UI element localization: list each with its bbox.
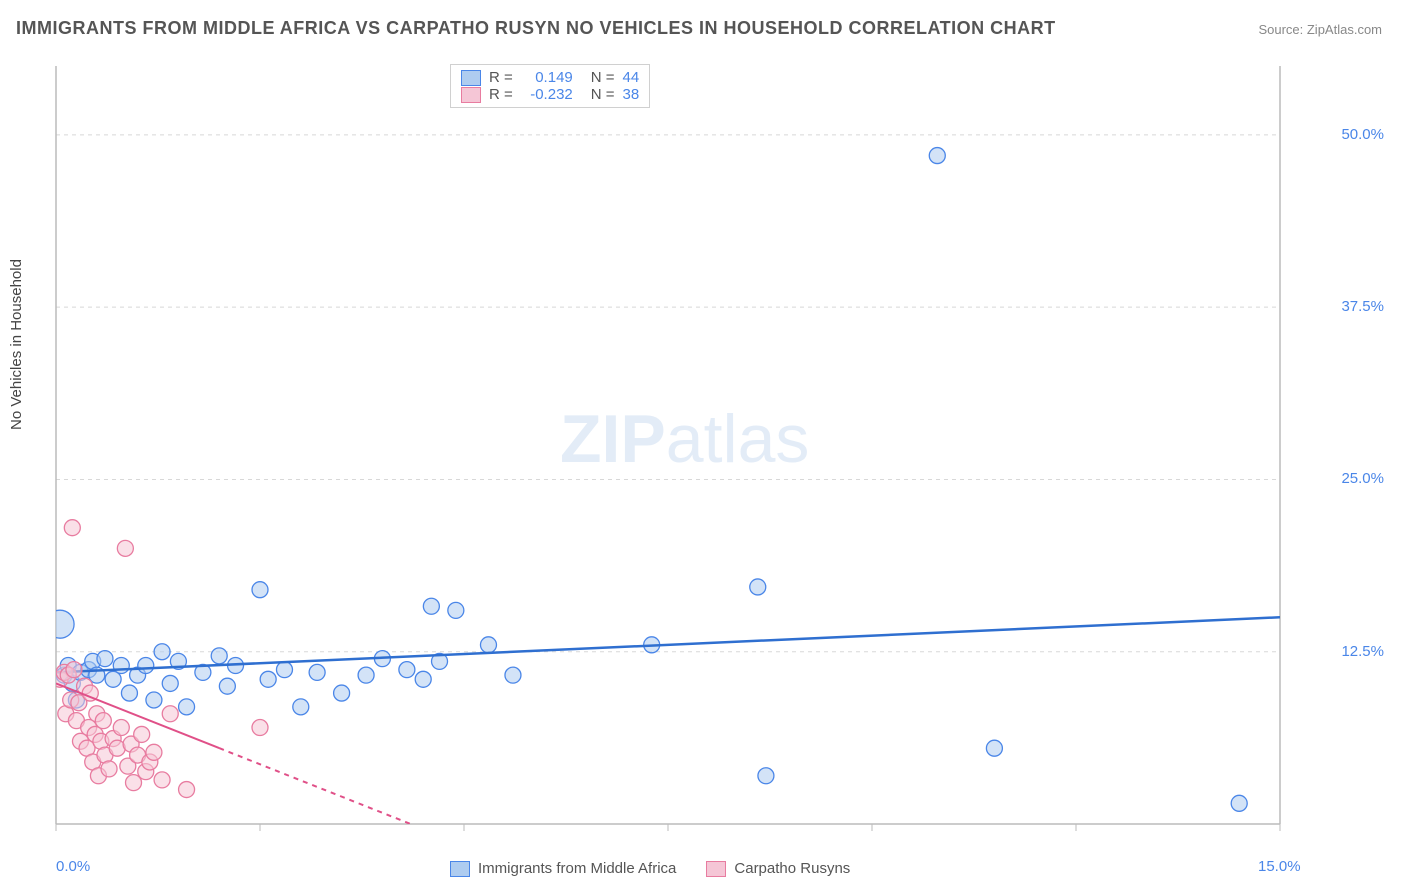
legend-series-item: Immigrants from Middle Africa bbox=[450, 860, 676, 877]
x-tick-label: 15.0% bbox=[1258, 858, 1301, 875]
y-tick-label: 50.0% bbox=[1341, 126, 1384, 143]
r-label: R = bbox=[489, 69, 513, 86]
legend-stats-row: R = -0.232 N = 38 bbox=[461, 86, 639, 103]
n-label: N = bbox=[591, 86, 615, 103]
r-value: -0.232 bbox=[521, 86, 573, 103]
n-value: 44 bbox=[623, 69, 640, 86]
y-tick-label: 12.5% bbox=[1341, 643, 1384, 660]
legend-series-label: Immigrants from Middle Africa bbox=[478, 860, 676, 877]
legend-swatch bbox=[450, 861, 470, 877]
legend-stats-row: R = 0.149 N = 44 bbox=[461, 69, 639, 86]
legend-swatch bbox=[706, 861, 726, 877]
x-tick-label: 0.0% bbox=[56, 858, 90, 875]
y-axis-label: No Vehicles in Household bbox=[8, 259, 25, 430]
legend-series-item: Carpatho Rusyns bbox=[706, 860, 850, 877]
source-attribution: Source: ZipAtlas.com bbox=[1258, 22, 1382, 37]
r-label: R = bbox=[489, 86, 513, 103]
r-value: 0.149 bbox=[521, 69, 573, 86]
legend-swatch bbox=[461, 70, 481, 86]
legend-stats: R = 0.149 N = 44 R = -0.232 N = 38 bbox=[450, 64, 650, 108]
legend-series: Immigrants from Middle Africa Carpatho Ru… bbox=[450, 860, 850, 877]
chart-title: IMMIGRANTS FROM MIDDLE AFRICA VS CARPATH… bbox=[16, 18, 1056, 39]
n-label: N = bbox=[591, 69, 615, 86]
legend-series-label: Carpatho Rusyns bbox=[734, 860, 850, 877]
correlation-chart bbox=[50, 60, 1340, 842]
n-value: 38 bbox=[623, 86, 640, 103]
y-tick-label: 25.0% bbox=[1341, 470, 1384, 487]
legend-swatch bbox=[461, 87, 481, 103]
y-tick-label: 37.5% bbox=[1341, 298, 1384, 315]
